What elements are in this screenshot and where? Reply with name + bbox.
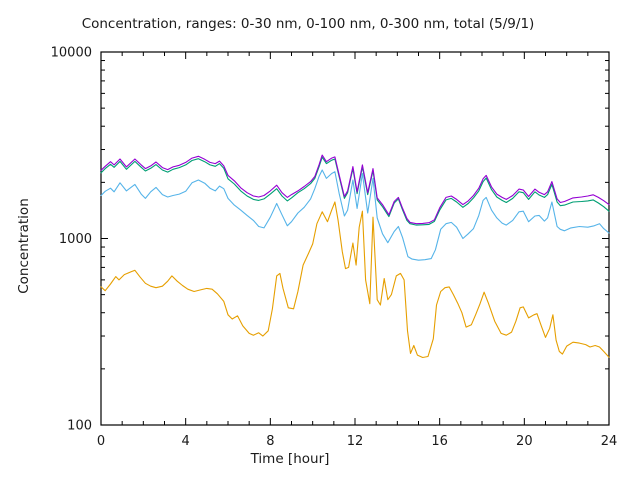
x-tick-label: 4 xyxy=(182,434,190,449)
y-axis-label: Concentration xyxy=(16,198,32,294)
series-line-total xyxy=(100,154,610,225)
plot-border-rect xyxy=(100,51,610,426)
chart-title: Concentration, ranges: 0-30 nm, 0-100 nm… xyxy=(81,16,535,32)
plot-border xyxy=(100,51,610,426)
x-tick-label: 16 xyxy=(431,434,448,449)
x-tick-label: 0 xyxy=(97,434,105,449)
y-tick-label: 10000 xyxy=(51,46,92,61)
x-tick-label: 8 xyxy=(266,434,274,449)
y-tick-label: 100 xyxy=(67,419,92,434)
x-tick-label: 24 xyxy=(601,434,618,449)
x-axis-label: Time [hour] xyxy=(250,451,330,467)
x-tick-label: 20 xyxy=(516,434,533,449)
tick-labels: 0 4 8 12 16 20 24 100 1000 10000 xyxy=(51,46,618,450)
series-lines xyxy=(100,154,610,359)
series-line-0-30-nm xyxy=(100,201,610,359)
x-tick-label: 12 xyxy=(347,434,364,449)
y-tick-label: 1000 xyxy=(59,232,92,247)
axis-ticks xyxy=(100,51,610,426)
series-line-0-100-nm xyxy=(100,169,610,261)
series-line-0-300-nm xyxy=(100,156,610,226)
